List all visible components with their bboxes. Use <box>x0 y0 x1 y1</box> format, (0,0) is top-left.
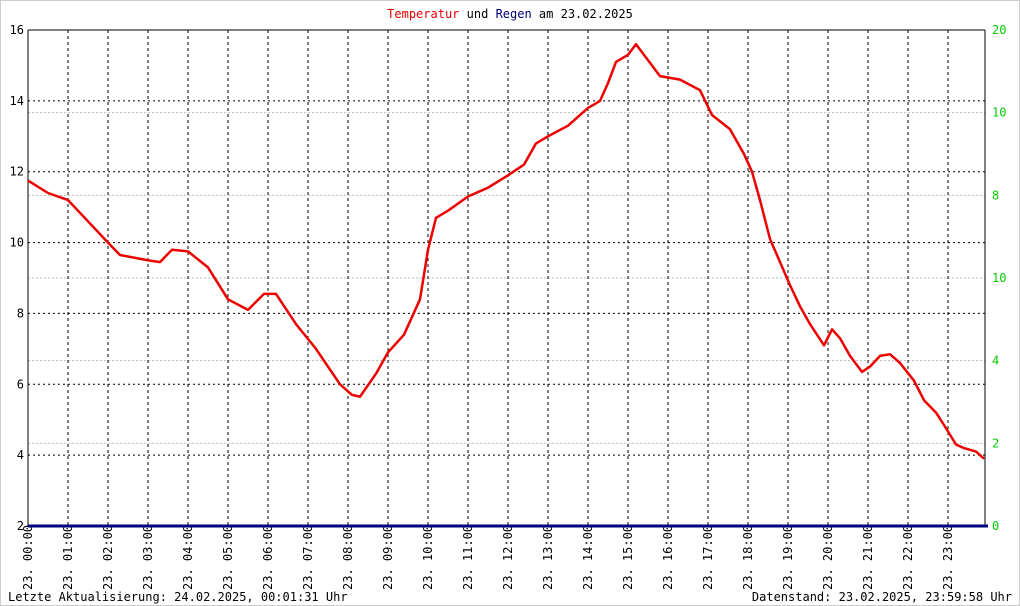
x-tick-label: 23. 01:00 <box>61 525 75 590</box>
x-tick-label: 23. 10:00 <box>421 525 435 590</box>
chart-title: Temperatur und Regen am 23.02.2025 <box>387 7 633 21</box>
y-tick-label: 12 <box>10 165 24 179</box>
x-tick-label: 23. 00:00 <box>21 525 35 590</box>
footer-right: Datenstand: 23.02.2025, 23:59:58 Uhr <box>752 590 1012 604</box>
y-tick-label: 10 <box>10 236 24 250</box>
title-date: am 23.02.2025 <box>539 7 633 21</box>
x-tick-label: 23. 05:00 <box>221 525 235 590</box>
y2-tick-label: 2 <box>992 436 999 450</box>
x-tick-label: 23. 12:00 <box>501 525 515 590</box>
y2-tick-label: 4 <box>992 354 999 368</box>
y-tick-label: 14 <box>10 94 24 108</box>
title-series: Temperatur <box>387 7 459 21</box>
x-tick-label: 23. 20:00 <box>821 525 835 590</box>
y2-tick-label: 8 <box>992 188 999 202</box>
y-tick-label: 16 <box>10 23 24 37</box>
x-tick-label: 23. 21:00 <box>861 525 875 590</box>
x-tick-label: 23. 07:00 <box>301 525 315 590</box>
footer-left: Letzte Aktualisierung: 24.02.2025, 00:01… <box>8 590 348 604</box>
y-tick-label: 2 <box>17 519 24 533</box>
x-tick-label: 23. 11:00 <box>461 525 475 590</box>
y-tick-label: 4 <box>17 448 24 462</box>
x-tick-label: 23. 15:00 <box>621 525 635 590</box>
x-tick-label: 23. 23:00 <box>941 525 955 590</box>
x-tick-label: 23. 18:00 <box>741 525 755 590</box>
y2-tick-label: 10 <box>992 271 1006 285</box>
x-tick-label: 23. 17:00 <box>701 525 715 590</box>
y2-tick-label: 20 <box>992 23 1006 37</box>
x-tick-label: 23. 19:00 <box>781 525 795 590</box>
title-series: Regen <box>496 7 532 21</box>
x-tick-label: 23. 22:00 <box>901 525 915 590</box>
x-tick-label: 23. 03:00 <box>141 525 155 590</box>
x-tick-label: 23. 14:00 <box>581 525 595 590</box>
x-tick-label: 23. 08:00 <box>341 525 355 590</box>
x-tick-label: 23. 16:00 <box>661 525 675 590</box>
x-tick-label: 23. 13:00 <box>541 525 555 590</box>
series-line <box>27 42 985 460</box>
x-tick-label: 23. 06:00 <box>261 525 275 590</box>
y-tick-label: 6 <box>17 377 24 391</box>
y2-tick-label: 10 <box>992 106 1006 120</box>
x-tick-label: 23. 04:00 <box>181 525 195 590</box>
x-tick-label: 23. 02:00 <box>101 525 115 590</box>
y-tick-label: 8 <box>17 306 24 320</box>
title-joiner: und <box>467 7 489 21</box>
x-tick-label: 23. 09:00 <box>381 525 395 590</box>
y2-tick-label: 0 <box>992 519 999 533</box>
